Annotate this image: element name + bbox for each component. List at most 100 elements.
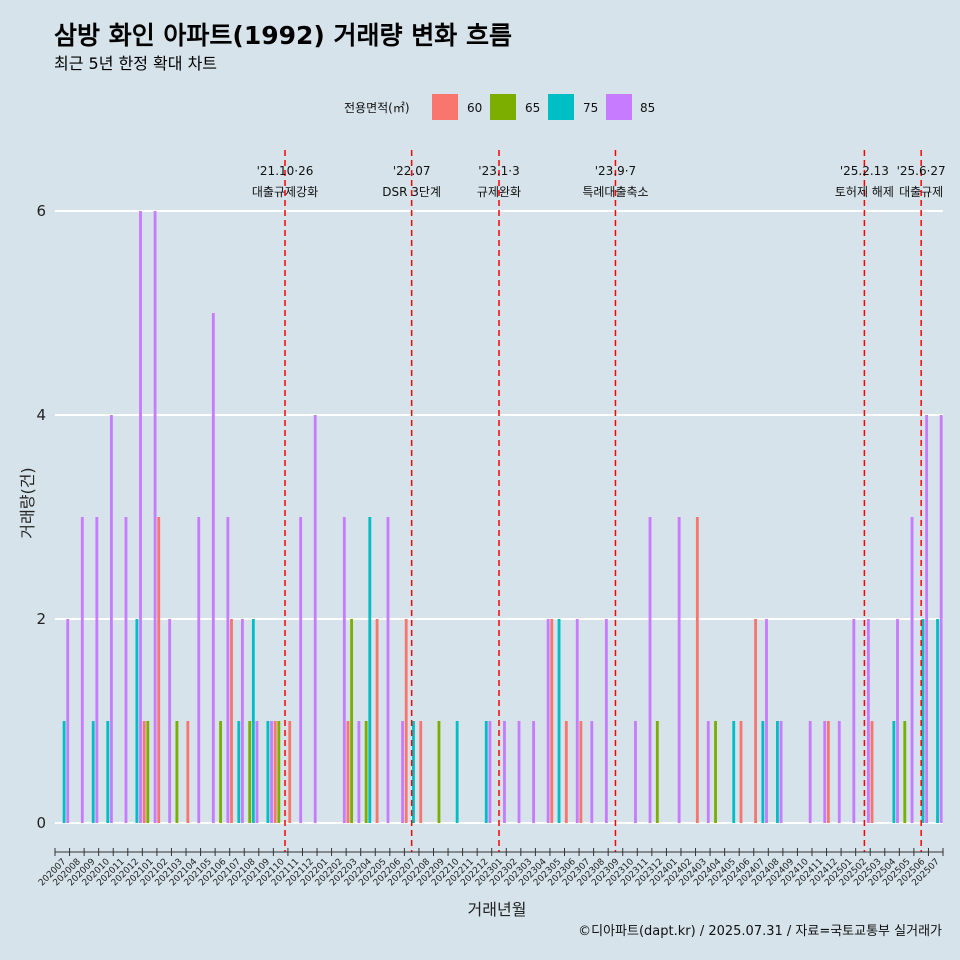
bar-65-202103 [175,721,179,823]
bar-85-202505 [910,517,914,823]
bar-85-202009 [95,517,99,823]
bar-85-202111 [299,517,303,823]
bar-75-202212 [484,721,488,823]
bar-60-202208 [419,721,423,823]
bar-85-202306 [575,619,579,823]
bar-85-202504 [896,619,899,823]
bar-85-202302 [517,721,521,823]
bar-85-202303 [532,721,535,823]
legend-label-65: 65 [525,101,540,115]
bar-85-202101 [153,211,157,823]
bar-85-202502 [866,619,870,823]
bar-85-202308 [604,619,608,823]
bar-75-202010 [106,721,110,823]
bar-60-202205 [375,619,379,823]
bar-85-202407 [765,619,768,823]
bar-65-202108 [248,721,252,823]
event-date: '25.2.13 [840,164,889,178]
bar-85-202411 [823,721,827,823]
legend-swatch-85 [606,94,632,120]
bar-60-202306 [564,721,568,823]
bar-85-202304 [546,619,550,823]
bar-65-202203 [350,619,354,823]
event-date: '21.10·26 [257,164,314,178]
bar-60-202406 [739,721,743,823]
legend-swatch-75 [548,94,574,120]
x-axis-title: 거래년월 [468,900,527,919]
event-label: 대출규제 [899,185,943,199]
bar-65-202312 [655,721,659,823]
event-label: DSR 3단계 [382,185,441,199]
bar-65-202101 [146,721,150,823]
bar-75-202204 [368,517,372,823]
bar-85-202501 [852,619,856,823]
y-tick-label: 6 [36,202,46,220]
bar-75-202507 [936,619,939,823]
bar-75-202305 [557,619,561,823]
event-date: '23.1·3 [478,164,519,178]
bar-60-202104 [186,721,190,823]
bars [62,211,943,823]
bar-65-202204 [364,721,368,823]
bar-85-202412 [837,721,841,823]
bar-75-202407 [761,721,765,823]
bar-60-202102 [157,517,161,823]
bar-75-202207 [412,721,415,823]
legend-label-85: 85 [640,101,655,115]
bar-60-202503 [870,721,874,823]
bar-60-202207 [404,619,408,823]
bar-60-202107 [230,619,233,823]
bar-85-202301 [503,721,506,823]
bar-85-202206 [401,721,404,823]
bar-60-202203 [346,721,350,823]
event-date: '22.07 [393,164,431,178]
bar-60-202110 [273,721,277,823]
bar-85-202107 [241,619,244,823]
legend-swatch-65 [490,94,516,120]
y-tick-label: 2 [36,610,46,628]
bar-85-202307 [590,721,594,823]
bar-85-202108 [255,721,259,823]
bar-85-202403 [706,721,710,823]
y-axis: 0 2 4 6 [36,202,46,832]
legend-label-60: 60 [467,101,482,115]
bar-75-202107 [237,721,241,823]
x-axis: 2020072020082020092020102020112020122021… [37,848,944,888]
chart-title: 삼방 화인 아파트(1992) 거래량 변화 흐름 [54,21,512,50]
bar-85-202011 [124,517,128,823]
chart-subtitle: 최근 5년 한정 확대 차트 [54,54,217,73]
y-axis-title: 거래량(건) [18,467,37,538]
bar-60-202101 [142,721,146,823]
bar-85-202010 [109,415,113,823]
bar-85-202205 [386,517,390,823]
bar-60-202407 [754,619,757,823]
legend-swatch-60 [432,94,458,120]
bar-85-202102 [168,619,172,823]
bar-85-202408 [779,721,783,823]
legend-title: 전용면적(㎡) [344,101,410,115]
bar-85-202401 [677,517,681,823]
bar-75-202109 [266,721,270,823]
bar-85-202203 [357,721,361,823]
legend: 전용면적(㎡) 60 65 75 85 [344,94,655,120]
bar-85-202104 [197,517,201,823]
y-tick-label: 0 [36,814,46,832]
caption: ©디아파트(dapt.kr) / 2025.07.31 / 자료=국토교통부 실… [578,924,942,939]
bar-60-202305 [550,619,554,823]
bar-65-202505 [903,721,907,823]
bar-85-202109 [270,721,273,823]
bar-85-202410 [808,721,812,823]
bar-75-202506 [921,619,925,823]
bar-85-202310 [634,721,637,823]
bar-85-202007 [66,619,70,823]
bar-85-202106 [226,517,230,823]
bar-85-202012 [139,211,142,823]
event-label: 특례대출축소 [582,185,648,199]
bar-85-202507 [939,415,943,823]
bar-85-202112 [313,415,317,823]
bar-75-202210 [455,721,459,823]
bar-60-202111 [288,721,292,823]
bar-75-202504 [892,721,896,823]
event-date: '25.6·27 [897,164,946,178]
